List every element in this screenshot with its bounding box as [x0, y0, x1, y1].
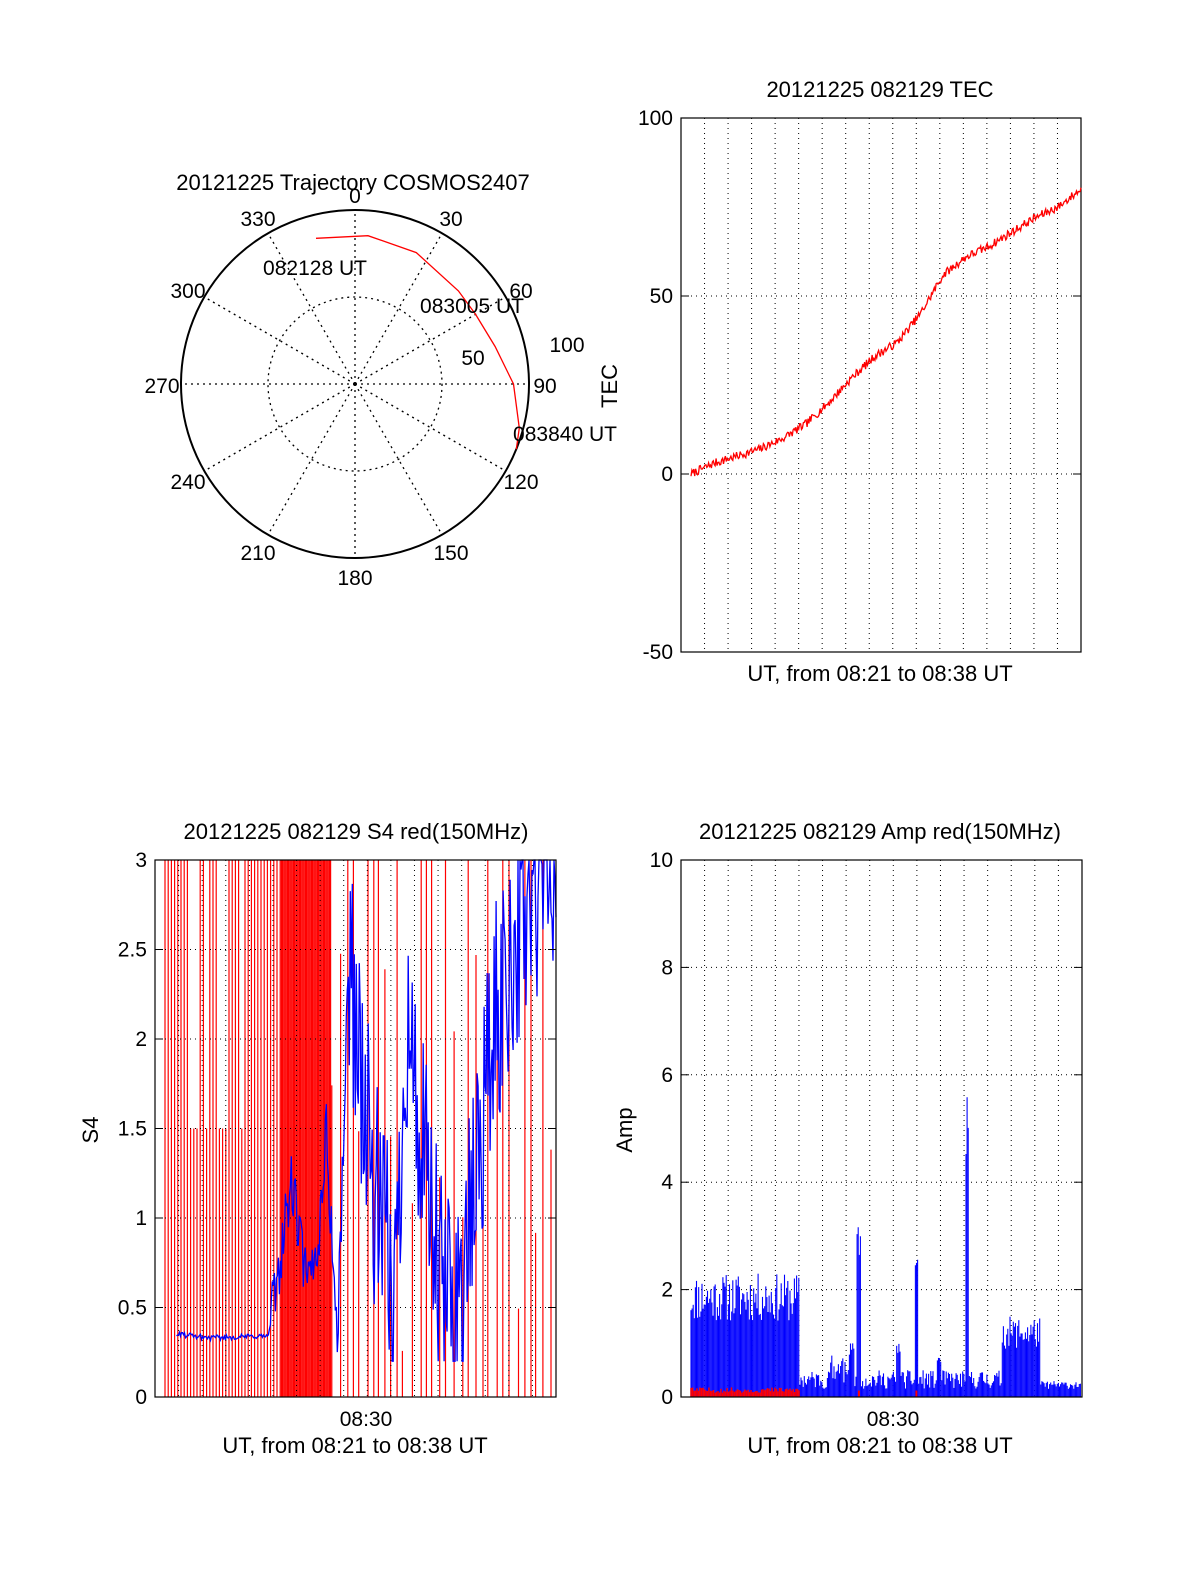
polar-radial-label-100: 100 — [549, 334, 584, 357]
polar-grid-spoke — [203, 296, 356, 385]
tec-series-line — [690, 187, 1082, 477]
trajectory-start-label: 082128 UT — [263, 257, 367, 280]
y-tick-label: 1.5 — [118, 1118, 147, 1141]
s4-y-axis-label: S4 — [78, 1117, 103, 1144]
tec-y-ticks: -50 0 50 100 — [638, 107, 1081, 664]
polar-angle-label: 270 — [144, 375, 179, 398]
polar-grid-spoke — [354, 383, 507, 472]
polar-grid-spoke — [354, 232, 443, 385]
y-tick-label: 3 — [135, 849, 147, 872]
polar-angle-label: 120 — [503, 471, 538, 494]
s4-title: 20121225 082129 S4 red(150MHz) — [184, 819, 529, 844]
s4-panel: 20121225 082129 S4 red(150MHz) 0 0.5 1 1.5 2… — [78, 819, 557, 1458]
y-tick-label: 8 — [661, 956, 673, 979]
amp-title: 20121225 082129 Amp red(150MHz) — [699, 819, 1061, 844]
y-tick-label: 6 — [661, 1064, 673, 1087]
polar-radial-axis-label: TEC — [597, 364, 622, 408]
amp-x-tick-0830: 08:30 — [867, 1408, 920, 1431]
amp-plot-frame — [680, 859, 1083, 1398]
amp-grid — [681, 860, 1082, 1397]
s4-red-series — [164, 860, 552, 1397]
y-tick-label: 2 — [661, 1279, 673, 1302]
polar-angle-label: 240 — [170, 471, 205, 494]
polar-angle-label: 330 — [240, 208, 275, 231]
y-tick-label: 2.5 — [118, 939, 147, 962]
amp-x-axis-label: UT, from 08:21 to 08:38 UT — [747, 1433, 1012, 1458]
amp-y-axis-label: Amp — [612, 1107, 637, 1152]
polar-grid-spoke — [203, 383, 356, 472]
polar-grid-spoke — [354, 296, 507, 385]
amp-red-series — [690, 1387, 918, 1397]
s4-blue-series-line — [176, 859, 557, 1362]
polar-panel: 20121225 Trajectory COSMOS2407 0 30 60 90 12… — [144, 170, 622, 590]
trajectory-mid-label: 083005 UT — [420, 295, 524, 318]
y-tick-label: 4 — [661, 1171, 673, 1194]
polar-angle-label: 210 — [240, 542, 275, 565]
y-tick-label: 0 — [661, 1386, 673, 1409]
y-tick-label: 10 — [650, 849, 673, 872]
trajectory-end-label: 083840 UT — [513, 423, 617, 446]
polar-angle-label: 180 — [337, 567, 372, 590]
s4-y-ticks: 0 0.5 1 1.5 2 2.5 3 — [118, 849, 556, 1409]
tec-x-axis-label: UT, from 08:21 to 08:38 UT — [747, 661, 1012, 686]
polar-grid-spoke — [267, 232, 356, 385]
amp-panel: 20121225 082129 Amp red(150MHz) 0246810 … — [612, 819, 1083, 1458]
polar-angle-label: 150 — [433, 542, 468, 565]
tec-plot-frame — [680, 117, 1082, 653]
polar-radial-label-50: 50 — [461, 347, 484, 370]
polar-angle-label: 30 — [439, 208, 462, 231]
y-tick-label: -50 — [643, 641, 673, 664]
polar-grid-ring — [267, 296, 443, 472]
amp-blue-series — [690, 1097, 1081, 1397]
polar-grid-spoke — [267, 383, 356, 536]
polar-angle-label: 300 — [170, 280, 205, 303]
trajectory-line — [315, 235, 520, 450]
y-tick-label: 0.5 — [118, 1297, 147, 1320]
y-tick-label: 0 — [661, 463, 673, 486]
s4-x-tick-0830: 08:30 — [340, 1408, 393, 1431]
polar-angle-label: 90 — [533, 375, 556, 398]
tec-panel: 20121225 082129 TEC -50 0 50 100 UT, from 0… — [638, 77, 1082, 686]
y-tick-label: 2 — [135, 1028, 147, 1051]
polar-angle-label: 60 — [509, 280, 532, 303]
s4-x-axis-label: UT, from 08:21 to 08:38 UT — [222, 1433, 487, 1458]
y-tick-label: 100 — [638, 107, 673, 130]
polar-grid — [181, 210, 529, 558]
amp-y-ticks: 0 2 4 6 8 10 — [650, 849, 1082, 1409]
y-tick-label: 1 — [135, 1207, 147, 1230]
tec-title: 20121225 082129 TEC — [766, 77, 993, 102]
tec-grid — [681, 118, 1081, 652]
y-tick-label: 50 — [650, 285, 673, 308]
polar-outer-ring — [180, 209, 530, 559]
polar-angle-labels: 0 30 60 90 120 150 180 210 240 270 300 330 — [144, 185, 556, 590]
polar-angle-label: 0 — [349, 185, 361, 208]
polar-grid-spoke — [354, 383, 443, 536]
y-tick-label: 0 — [135, 1386, 147, 1409]
polar-title: 20121225 Trajectory COSMOS2407 — [176, 170, 529, 195]
